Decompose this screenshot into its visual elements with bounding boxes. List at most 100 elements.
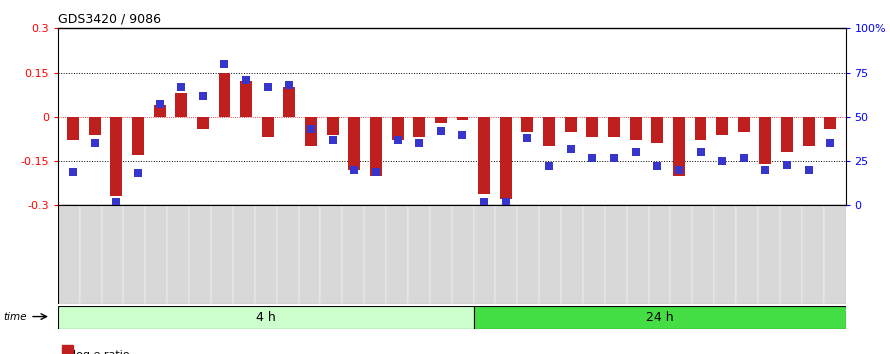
Bar (327, 117, 338, 135)
Bar (58, 306, 473, 329)
Bar (649, 205, 670, 304)
Bar (473, 306, 846, 329)
Bar (627, 205, 649, 304)
Bar (692, 205, 715, 304)
Point (261, 84, 275, 90)
Bar (473, 205, 496, 304)
Point (66, 169, 80, 175)
Bar (716, 117, 728, 135)
Bar (386, 205, 408, 304)
Bar (343, 205, 364, 304)
Point (693, 149, 708, 155)
Bar (370, 117, 382, 176)
Bar (759, 117, 772, 164)
Text: 4 h: 4 h (255, 311, 276, 324)
Bar (62, 345, 73, 354)
Bar (413, 117, 425, 137)
Bar (211, 205, 233, 304)
Bar (715, 205, 736, 304)
Text: time: time (3, 312, 27, 321)
Bar (694, 117, 707, 141)
Bar (738, 117, 749, 132)
Bar (781, 117, 793, 152)
Bar (167, 205, 190, 304)
Bar (457, 117, 468, 120)
Point (174, 84, 189, 90)
Bar (824, 117, 837, 129)
Bar (803, 117, 814, 146)
Bar (283, 87, 295, 117)
Bar (670, 205, 692, 304)
Point (586, 155, 600, 160)
Point (758, 167, 773, 173)
Bar (452, 205, 473, 304)
Point (607, 155, 621, 160)
Bar (262, 117, 274, 137)
Point (650, 164, 664, 169)
Point (563, 146, 578, 152)
Point (87, 141, 101, 146)
Bar (197, 117, 209, 129)
Bar (583, 205, 605, 304)
Bar (500, 117, 512, 199)
Bar (758, 205, 780, 304)
Point (368, 169, 383, 175)
Point (412, 141, 426, 146)
Point (391, 137, 405, 143)
Point (282, 82, 296, 88)
Bar (608, 117, 620, 137)
Point (521, 135, 535, 141)
Bar (392, 117, 403, 141)
Bar (364, 205, 386, 304)
Bar (132, 117, 144, 155)
Bar (561, 205, 583, 304)
Bar (496, 205, 517, 304)
Bar (651, 117, 663, 143)
Point (456, 132, 470, 137)
Point (196, 93, 210, 98)
Bar (89, 117, 101, 135)
Bar (124, 205, 145, 304)
Bar (277, 205, 298, 304)
Point (152, 102, 166, 107)
Bar (587, 117, 598, 137)
Point (326, 137, 340, 143)
Bar (305, 117, 317, 146)
Bar (408, 205, 430, 304)
Text: GDS3420 / 9086: GDS3420 / 9086 (58, 13, 161, 26)
Bar (780, 205, 802, 304)
Bar (320, 205, 343, 304)
Bar (154, 105, 166, 117)
Bar (605, 205, 627, 304)
Bar (522, 117, 533, 132)
Point (217, 61, 231, 67)
Bar (430, 205, 452, 304)
Bar (101, 205, 124, 304)
Bar (348, 117, 360, 170)
Point (131, 171, 145, 176)
Point (780, 162, 794, 167)
Point (823, 141, 837, 146)
Bar (478, 117, 490, 194)
Point (628, 149, 643, 155)
Bar (802, 205, 823, 304)
Point (347, 167, 361, 173)
Bar (145, 205, 167, 304)
Bar (110, 117, 122, 196)
Bar (240, 81, 252, 117)
Point (433, 128, 448, 134)
Bar (219, 73, 231, 117)
Bar (435, 117, 447, 123)
Bar (517, 205, 539, 304)
Text: log e ratio: log e ratio (73, 350, 130, 354)
Point (802, 167, 816, 173)
Point (239, 77, 254, 82)
Point (715, 158, 729, 164)
Bar (673, 117, 684, 176)
Point (477, 199, 491, 205)
Point (737, 155, 751, 160)
Bar (543, 117, 555, 146)
Bar (565, 117, 577, 132)
Point (542, 164, 556, 169)
Bar (58, 205, 80, 304)
